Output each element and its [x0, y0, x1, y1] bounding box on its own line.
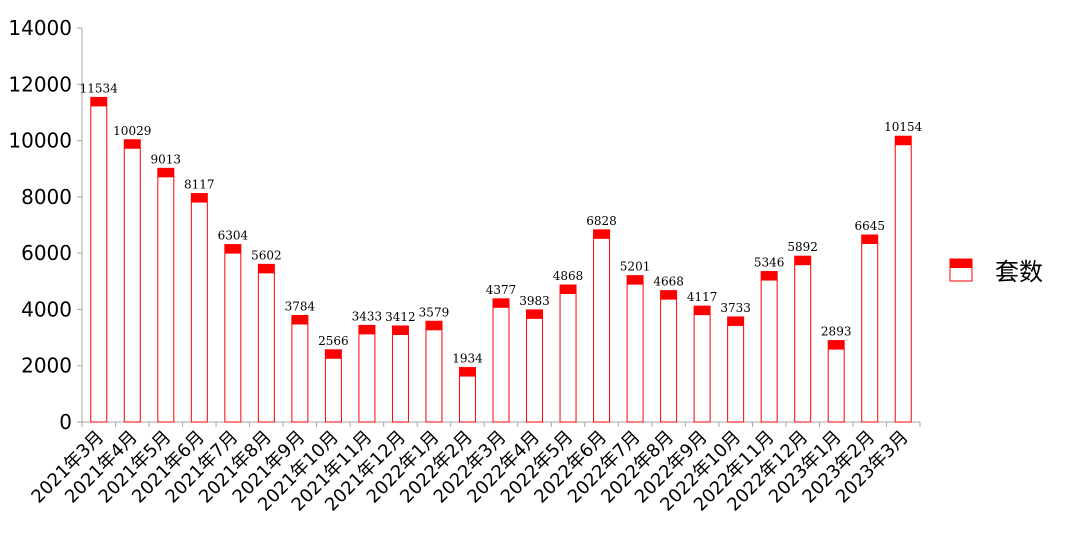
bar [90, 96, 108, 423]
bar [190, 193, 208, 423]
bar [391, 325, 409, 423]
bar [257, 263, 275, 423]
bar-cap [291, 315, 308, 325]
data-label: 9013 [151, 152, 182, 166]
data-label: 11534 [80, 81, 119, 95]
data-label: 6828 [586, 214, 617, 228]
data-label: 4668 [653, 275, 684, 289]
data-label: 3433 [352, 309, 383, 323]
data-label: 3784 [285, 300, 316, 314]
bar [794, 255, 812, 423]
bar [593, 229, 611, 423]
bar [492, 298, 510, 423]
bar [324, 349, 342, 423]
y-tick-label: 14000 [8, 16, 72, 40]
bar-cap [459, 367, 476, 377]
bar-cap [895, 136, 912, 146]
data-label: 8117 [184, 178, 215, 192]
bar [559, 284, 577, 423]
bar-cap [224, 244, 241, 254]
data-label: 5602 [251, 248, 282, 262]
bar-cap [560, 285, 577, 295]
y-tick-label: 12000 [8, 72, 72, 96]
data-label: 5346 [754, 256, 785, 270]
y-tick-labels: 0 2000 4000 6000 8000 10000 12000 14000 [8, 16, 72, 434]
bar-cap [794, 256, 811, 266]
data-label: 4377 [486, 283, 517, 297]
data-label: 3733 [720, 301, 751, 315]
data-label: 4117 [687, 290, 718, 304]
bar [224, 244, 242, 423]
bar-cap [124, 139, 141, 149]
bar [358, 324, 376, 423]
bar [425, 320, 443, 423]
bar [760, 271, 778, 423]
legend: 套数 [949, 258, 1043, 286]
bar-cap [727, 316, 744, 326]
bar-cap [660, 290, 677, 300]
legend-label: 套数 [995, 258, 1043, 286]
y-tick-label: 4000 [21, 297, 72, 321]
bar-cap [593, 229, 610, 239]
y-tick-label: 0 [59, 410, 72, 434]
data-label: 6304 [218, 229, 249, 243]
bar-cap [90, 97, 107, 107]
data-label: 1934 [452, 352, 483, 366]
bar-cap [325, 349, 342, 359]
bar-cap [191, 193, 208, 203]
data-label: 5892 [787, 240, 818, 254]
legend-swatch [950, 259, 972, 268]
y-tick-label: 10000 [8, 129, 72, 153]
bar-cap [761, 271, 778, 281]
bar-cap [392, 325, 409, 335]
bar [693, 305, 711, 423]
data-label: 4868 [553, 269, 584, 283]
x-tick-labels: 2021年3月2021年4月2021年5月2021年6月2021年7月2021年… [27, 427, 912, 516]
y-tick-label: 2000 [21, 354, 72, 378]
bar-cap [526, 309, 543, 319]
data-label: 5201 [620, 260, 651, 274]
y-tick-label: 6000 [21, 241, 72, 265]
bar-cap [627, 275, 644, 285]
data-label: 6645 [854, 219, 885, 233]
bar-cap [425, 321, 442, 331]
bar [526, 309, 544, 423]
bar-cap [828, 340, 845, 350]
data-label: 3412 [385, 310, 416, 324]
bar-cap [258, 264, 275, 274]
bar [123, 139, 141, 423]
bar-cap [493, 298, 509, 308]
data-label: 3983 [519, 294, 550, 308]
bar [157, 167, 175, 423]
bar [727, 316, 745, 423]
data-label: 10029 [113, 124, 151, 138]
bar-cap [861, 234, 878, 244]
data-label: 2893 [821, 325, 852, 339]
bar [660, 290, 678, 423]
y-tick-label: 8000 [21, 185, 72, 209]
bar [894, 135, 912, 423]
bar-cap [358, 325, 375, 335]
bar-cap [157, 168, 174, 178]
bar [827, 340, 845, 423]
data-label: 10154 [884, 120, 923, 134]
bars [90, 96, 912, 423]
data-label: 2566 [318, 334, 349, 348]
bar [626, 275, 644, 423]
bar [291, 315, 309, 423]
data-label: 3579 [419, 305, 450, 319]
bar-cap [694, 306, 711, 316]
bar [861, 234, 879, 423]
